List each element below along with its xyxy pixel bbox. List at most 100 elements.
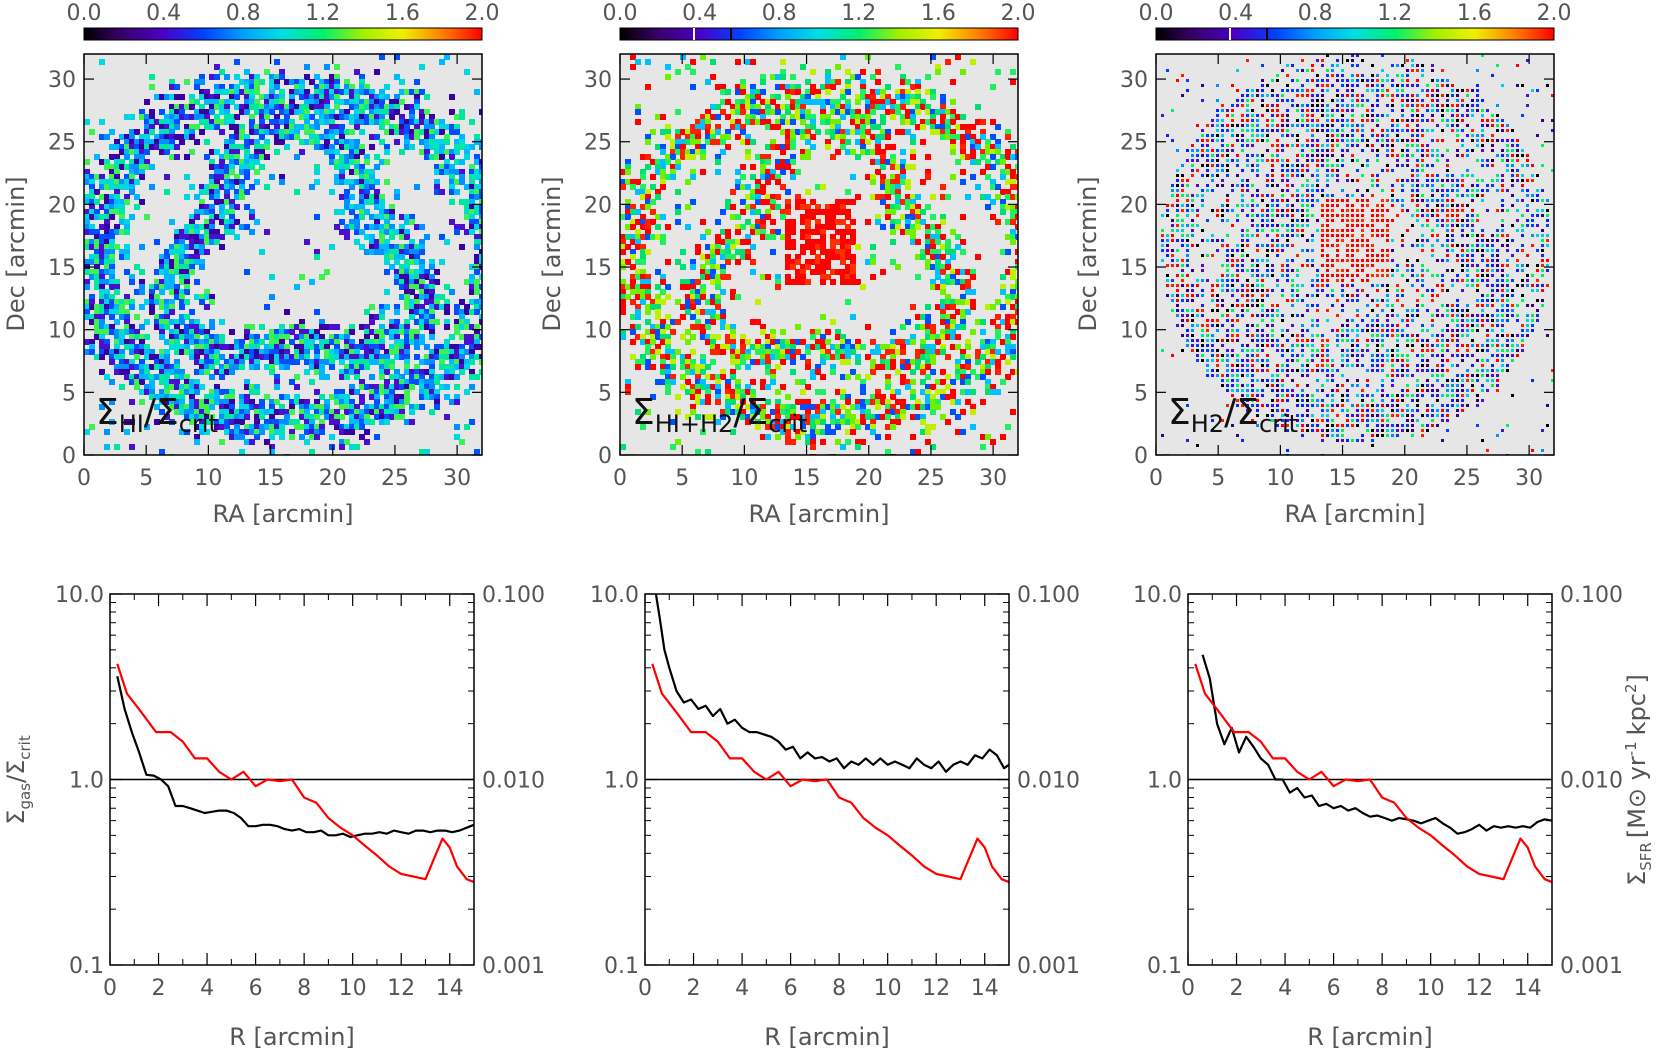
map-pixel bbox=[229, 219, 235, 225]
map-pixel bbox=[910, 369, 916, 375]
map-pixel bbox=[369, 344, 375, 350]
map-pixel bbox=[359, 89, 365, 95]
map-pixel bbox=[394, 274, 400, 280]
map-pixel bbox=[269, 339, 275, 345]
map-pixel bbox=[1010, 79, 1016, 85]
map-pixel bbox=[279, 134, 285, 140]
map-pixel bbox=[149, 144, 155, 150]
map-pixel bbox=[775, 414, 781, 420]
map-pixel bbox=[259, 79, 265, 85]
map-pixel bbox=[695, 394, 701, 400]
map-pixel bbox=[925, 439, 931, 445]
map-pixel bbox=[745, 239, 751, 245]
map-pixel bbox=[194, 79, 200, 85]
map-pixel bbox=[965, 269, 971, 275]
map-pixel bbox=[670, 444, 676, 450]
map-pixel bbox=[279, 179, 285, 185]
map-pixel bbox=[214, 119, 220, 125]
map-pixel bbox=[419, 404, 425, 410]
map-pixel bbox=[214, 214, 220, 220]
map-pixel bbox=[850, 414, 856, 420]
map-pixel bbox=[159, 319, 165, 325]
map-pixel bbox=[825, 329, 831, 335]
map-pixel bbox=[459, 244, 465, 250]
map-pixel bbox=[479, 334, 482, 340]
map-pixel bbox=[985, 344, 991, 350]
map-pixel bbox=[685, 204, 691, 210]
map-pixel bbox=[474, 239, 480, 245]
map-pixel bbox=[750, 109, 756, 115]
map-pixel bbox=[645, 319, 651, 325]
map-pixel bbox=[204, 209, 210, 215]
map-pixel bbox=[224, 399, 230, 405]
map-pixel bbox=[174, 339, 180, 345]
map-pixel bbox=[114, 299, 120, 305]
map-pixel bbox=[279, 109, 285, 115]
map-pixel bbox=[349, 84, 355, 90]
map-pixel bbox=[329, 94, 335, 100]
map-ytick-label: 0 bbox=[62, 444, 76, 469]
map-pixel bbox=[359, 379, 365, 385]
map-pixel bbox=[264, 419, 270, 425]
map-pixel bbox=[364, 249, 370, 255]
map-pixel bbox=[925, 399, 931, 405]
map-pixel bbox=[820, 439, 826, 445]
map-pixel bbox=[900, 104, 906, 110]
map-pixel bbox=[214, 124, 220, 130]
map-pixel bbox=[369, 179, 375, 185]
map-pixel bbox=[339, 144, 345, 150]
map-pixel bbox=[319, 424, 325, 430]
map-pixel bbox=[980, 119, 986, 125]
map-pixel bbox=[299, 399, 305, 405]
map-pixel bbox=[129, 344, 135, 350]
map-pixel bbox=[620, 284, 626, 290]
map-pixel bbox=[755, 319, 761, 325]
map-pixel bbox=[334, 159, 340, 165]
map-pixel bbox=[309, 329, 315, 335]
map-pixel bbox=[630, 329, 636, 335]
map-pixel bbox=[209, 399, 215, 405]
map-pixel bbox=[980, 354, 986, 360]
map-pixel bbox=[620, 169, 626, 175]
map-pixel bbox=[334, 419, 340, 425]
map-pixel bbox=[805, 259, 811, 265]
map-pixel bbox=[419, 379, 425, 385]
map-pixel bbox=[149, 379, 155, 385]
map-pixel bbox=[880, 159, 886, 165]
map-pixel bbox=[635, 244, 641, 250]
map-pixel bbox=[119, 249, 125, 255]
map-pixel bbox=[414, 269, 420, 275]
map-pixel bbox=[875, 139, 881, 145]
map-pixel bbox=[409, 144, 415, 150]
map-pixel bbox=[725, 89, 731, 95]
map-pixel bbox=[1406, 74, 1409, 77]
map-pixel bbox=[244, 164, 250, 170]
map-pixel bbox=[850, 279, 856, 285]
map-pixel bbox=[174, 109, 180, 115]
map-pixel bbox=[274, 374, 280, 380]
map-pixel bbox=[850, 419, 856, 425]
map-pixel bbox=[399, 124, 405, 130]
map-pixel bbox=[905, 359, 911, 365]
map-pixel bbox=[790, 369, 796, 375]
map-pixel bbox=[449, 129, 455, 135]
map-pixel bbox=[750, 119, 756, 125]
map-pixel bbox=[820, 404, 826, 410]
map-pixel bbox=[184, 414, 190, 420]
colorbar-tick: 1.2 bbox=[841, 1, 876, 26]
map-pixel bbox=[740, 109, 746, 115]
map-pixel bbox=[309, 139, 315, 145]
map-pixel bbox=[1316, 79, 1319, 82]
map-pixel bbox=[690, 174, 696, 180]
map-pixel bbox=[249, 104, 255, 110]
map-pixel bbox=[379, 199, 385, 205]
map-pixel bbox=[454, 309, 460, 315]
map-pixel bbox=[84, 119, 90, 125]
map-pixel bbox=[905, 194, 911, 200]
map-pixel bbox=[99, 239, 105, 245]
map-pixel bbox=[720, 209, 726, 215]
map-pixel bbox=[434, 404, 440, 410]
colorbar-tick: 1.6 bbox=[921, 1, 956, 26]
map-pixel bbox=[780, 184, 786, 190]
map-pixel bbox=[264, 139, 270, 145]
